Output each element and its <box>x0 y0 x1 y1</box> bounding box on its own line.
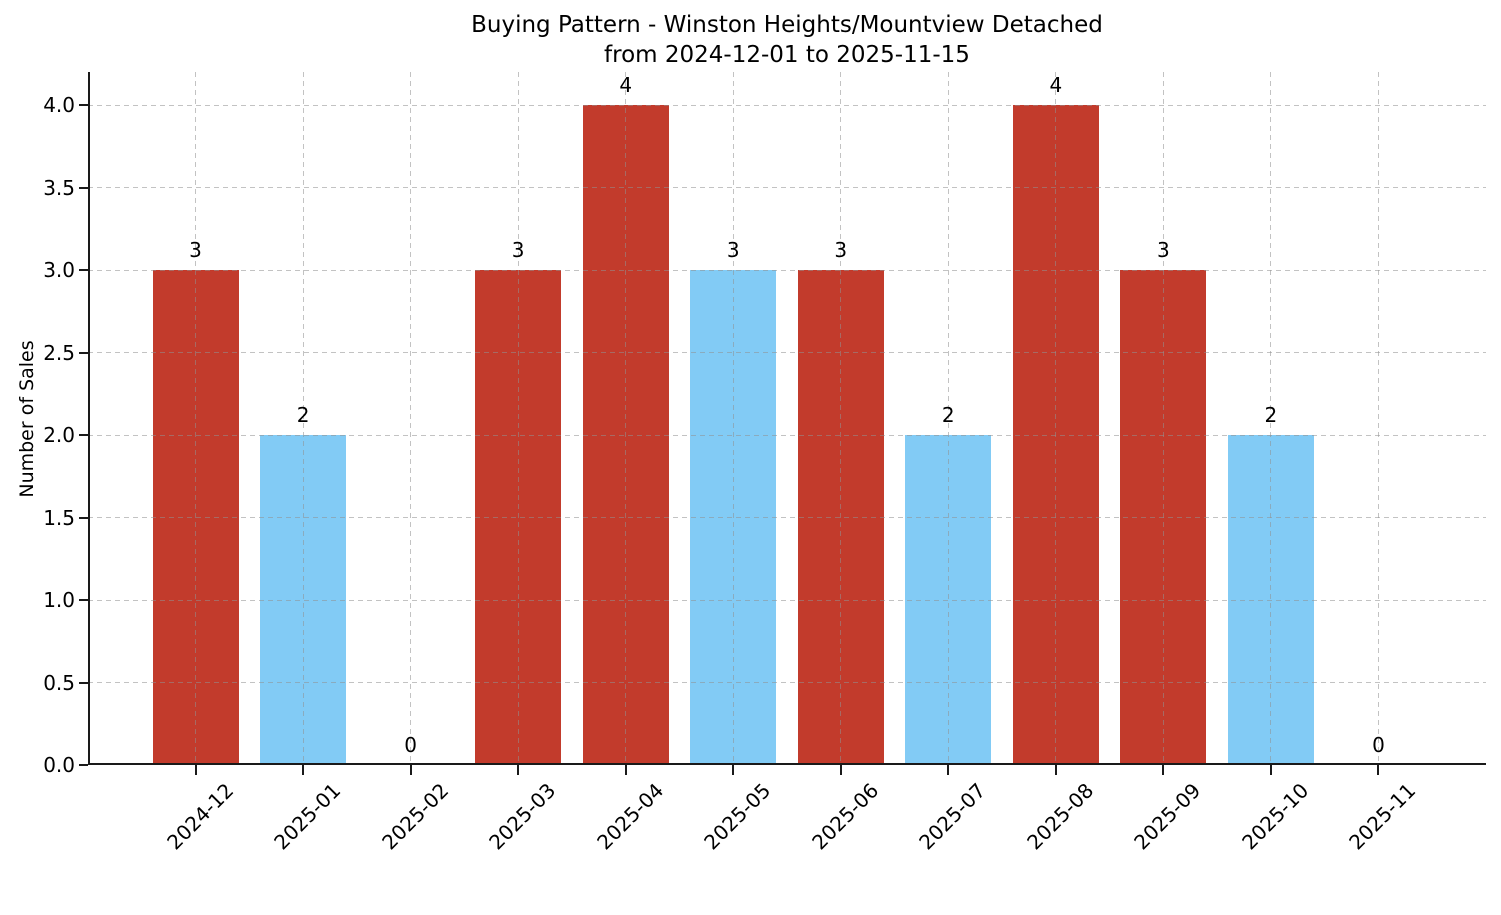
bar-value-label: 3 <box>834 238 848 262</box>
h-gridline <box>88 434 1486 436</box>
x-tick-mark <box>1162 765 1165 775</box>
v-gridline <box>732 72 734 765</box>
bar-value-label: 0 <box>404 733 417 757</box>
y-tick-mark <box>79 434 88 436</box>
x-tick-mark <box>409 765 412 775</box>
y-axis-spine <box>88 72 90 765</box>
v-gridline <box>947 72 949 765</box>
x-tick-mark <box>947 765 950 775</box>
y-tick-mark <box>79 599 88 601</box>
x-tick-mark <box>194 765 197 775</box>
y-tick-mark <box>79 186 88 189</box>
y-tick-label: 1.0 <box>43 588 75 612</box>
bar-value-label: 2 <box>296 403 310 427</box>
x-tick-mark <box>732 765 735 775</box>
y-tick-mark <box>79 351 88 354</box>
y-tick-label: 3.0 <box>43 258 75 282</box>
y-tick-mark <box>79 104 88 106</box>
y-tick-label: 4.0 <box>43 93 75 117</box>
v-gridline <box>195 72 197 765</box>
v-gridline <box>410 72 412 765</box>
y-tick-label: 3.5 <box>43 175 75 200</box>
h-gridline <box>88 599 1486 601</box>
y-tick-mark <box>79 681 88 684</box>
x-tick-mark <box>624 765 627 775</box>
chart-title-line1: Buying Pattern - Winston Heights/Mountvi… <box>471 12 1103 38</box>
chart-title-line2: from 2024-12-01 to 2025-11-15 <box>604 42 970 68</box>
bar-value-label: 4 <box>619 73 633 97</box>
v-gridline <box>1162 72 1164 765</box>
h-gridline <box>88 352 1486 353</box>
v-gridline <box>517 72 519 765</box>
y-tick-mark <box>79 764 88 766</box>
h-gridline <box>88 104 1486 106</box>
y-tick-mark <box>79 516 88 519</box>
bar-value-label: 3 <box>1157 238 1170 262</box>
x-tick-mark <box>302 765 305 775</box>
ticks-layer <box>79 72 1486 775</box>
y-tick-mark <box>79 269 88 271</box>
x-tick-mark <box>1054 765 1057 775</box>
bar-value-label: 3 <box>726 238 740 262</box>
v-gridline <box>1377 72 1379 765</box>
chart-title: Buying Pattern - Winston Heights/Mountvi… <box>88 10 1486 70</box>
x-tick-mark <box>839 765 842 775</box>
v-gridline <box>1270 72 1272 765</box>
y-tick-label: 0.0 <box>43 753 75 777</box>
x-tick-mark <box>517 765 520 775</box>
figure: Buying Pattern - Winston Heights/Mountvi… <box>16 10 1486 855</box>
labels-layer: 0.0 0.5 1.0 1.5 2.0 2.5 3.0 3.5 4.0 2024-12 3 2025-… <box>43 72 1486 854</box>
grid-layer <box>88 72 1486 765</box>
bar-value-label: 3 <box>511 238 525 262</box>
h-gridline <box>88 269 1486 271</box>
plot-area: 0.0 0.5 1.0 1.5 2.0 2.5 3.0 3.5 4.0 2024-12 3 2025-… <box>43 72 1486 854</box>
v-gridline <box>1055 72 1057 765</box>
bar-value-label: 3 <box>189 238 202 262</box>
y-tick-label: 2.0 <box>43 423 75 447</box>
y-tick-label: 1.5 <box>43 505 75 530</box>
v-gridline <box>625 72 627 765</box>
bar-value-label: 4 <box>1049 73 1063 97</box>
y-tick-label: 0.5 <box>43 670 75 695</box>
h-gridline <box>88 517 1486 518</box>
x-tick-mark <box>1269 765 1272 775</box>
h-gridline <box>88 187 1486 188</box>
x-tick-mark <box>1377 765 1380 775</box>
bar-value-label: 2 <box>1264 403 1278 427</box>
bar-value-label: 0 <box>1372 733 1385 757</box>
v-gridline <box>840 72 842 765</box>
y-tick-label: 2.5 <box>43 340 75 365</box>
x-axis-spine <box>88 763 1486 765</box>
bar-value-label: 2 <box>941 403 955 427</box>
h-gridline <box>88 682 1486 683</box>
v-gridline <box>302 72 304 765</box>
